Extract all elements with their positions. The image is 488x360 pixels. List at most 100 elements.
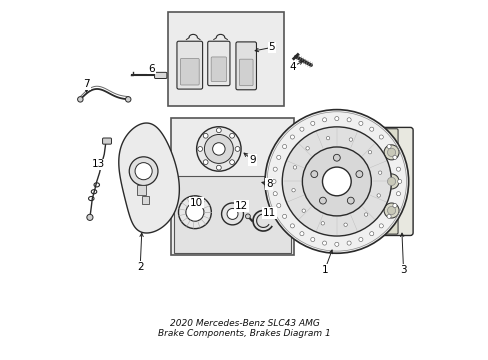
Circle shape [229,133,234,138]
Circle shape [379,224,383,228]
Text: 10: 10 [190,198,203,208]
Circle shape [178,196,211,229]
Circle shape [392,155,396,159]
Circle shape [290,135,294,139]
Text: 13: 13 [91,159,104,169]
Circle shape [290,224,294,228]
Circle shape [125,96,131,102]
Text: 7: 7 [83,79,90,89]
Polygon shape [119,123,179,233]
Circle shape [212,143,224,155]
Circle shape [346,118,350,122]
Circle shape [367,150,371,154]
Circle shape [355,171,362,177]
Circle shape [87,214,93,220]
Circle shape [276,155,280,159]
Circle shape [319,197,325,204]
Circle shape [369,127,373,131]
Text: 4: 4 [288,62,295,72]
Circle shape [396,167,400,171]
FancyBboxPatch shape [177,41,202,89]
Circle shape [379,135,383,139]
Circle shape [369,231,373,236]
Text: 11: 11 [262,208,275,218]
Bar [167,12,283,106]
Circle shape [273,167,277,171]
Circle shape [197,147,202,151]
Circle shape [229,160,234,165]
FancyBboxPatch shape [211,57,226,82]
Circle shape [386,206,395,215]
Circle shape [386,148,395,157]
Circle shape [346,241,350,245]
Text: 2020 Mercedes-Benz SLC43 AMG
Brake Components, Brakes Diagram 1: 2020 Mercedes-Benz SLC43 AMG Brake Compo… [158,319,330,338]
Circle shape [322,241,326,245]
Circle shape [226,208,238,219]
Circle shape [235,147,240,151]
Circle shape [216,165,221,170]
Bar [137,185,146,195]
Text: 2: 2 [137,262,143,272]
Circle shape [383,174,398,189]
Bar [174,176,290,253]
Circle shape [383,203,398,218]
Circle shape [322,167,350,196]
FancyBboxPatch shape [236,42,256,90]
Circle shape [245,214,250,219]
Circle shape [346,197,353,204]
Circle shape [216,128,221,133]
Circle shape [204,135,233,163]
Circle shape [378,171,381,174]
Circle shape [282,144,286,149]
Circle shape [282,127,390,236]
Circle shape [299,127,304,131]
FancyBboxPatch shape [381,129,397,145]
Circle shape [203,160,207,165]
Circle shape [364,213,367,216]
Text: 6: 6 [148,64,155,73]
Text: 8: 8 [265,179,272,189]
Circle shape [196,127,241,171]
Circle shape [310,121,314,125]
Circle shape [322,118,326,122]
Text: 1: 1 [321,265,327,275]
Circle shape [392,203,396,208]
Circle shape [325,136,329,140]
Circle shape [334,117,338,121]
Circle shape [273,192,277,196]
FancyBboxPatch shape [102,138,111,144]
Circle shape [310,171,317,177]
Circle shape [276,203,280,208]
Circle shape [321,222,324,225]
Circle shape [302,209,305,212]
Bar [171,118,293,255]
Text: 3: 3 [399,265,406,275]
Bar [142,196,148,204]
Circle shape [386,177,395,185]
Circle shape [203,133,207,138]
Circle shape [305,147,309,150]
Text: 5: 5 [268,42,275,52]
Circle shape [185,203,203,221]
Circle shape [221,203,243,225]
Circle shape [397,179,401,184]
Circle shape [264,110,408,253]
Circle shape [396,192,400,196]
FancyBboxPatch shape [239,59,252,86]
Circle shape [302,147,370,216]
Circle shape [333,154,340,161]
Circle shape [348,138,352,141]
Circle shape [135,163,152,180]
Circle shape [334,242,338,246]
Circle shape [271,179,276,184]
Circle shape [386,214,390,219]
Text: 9: 9 [248,155,255,165]
Circle shape [376,194,380,197]
FancyBboxPatch shape [381,218,397,234]
Circle shape [310,238,314,242]
Circle shape [291,189,295,192]
FancyBboxPatch shape [381,127,412,235]
Circle shape [358,238,362,242]
Circle shape [343,223,346,226]
Circle shape [358,121,362,125]
